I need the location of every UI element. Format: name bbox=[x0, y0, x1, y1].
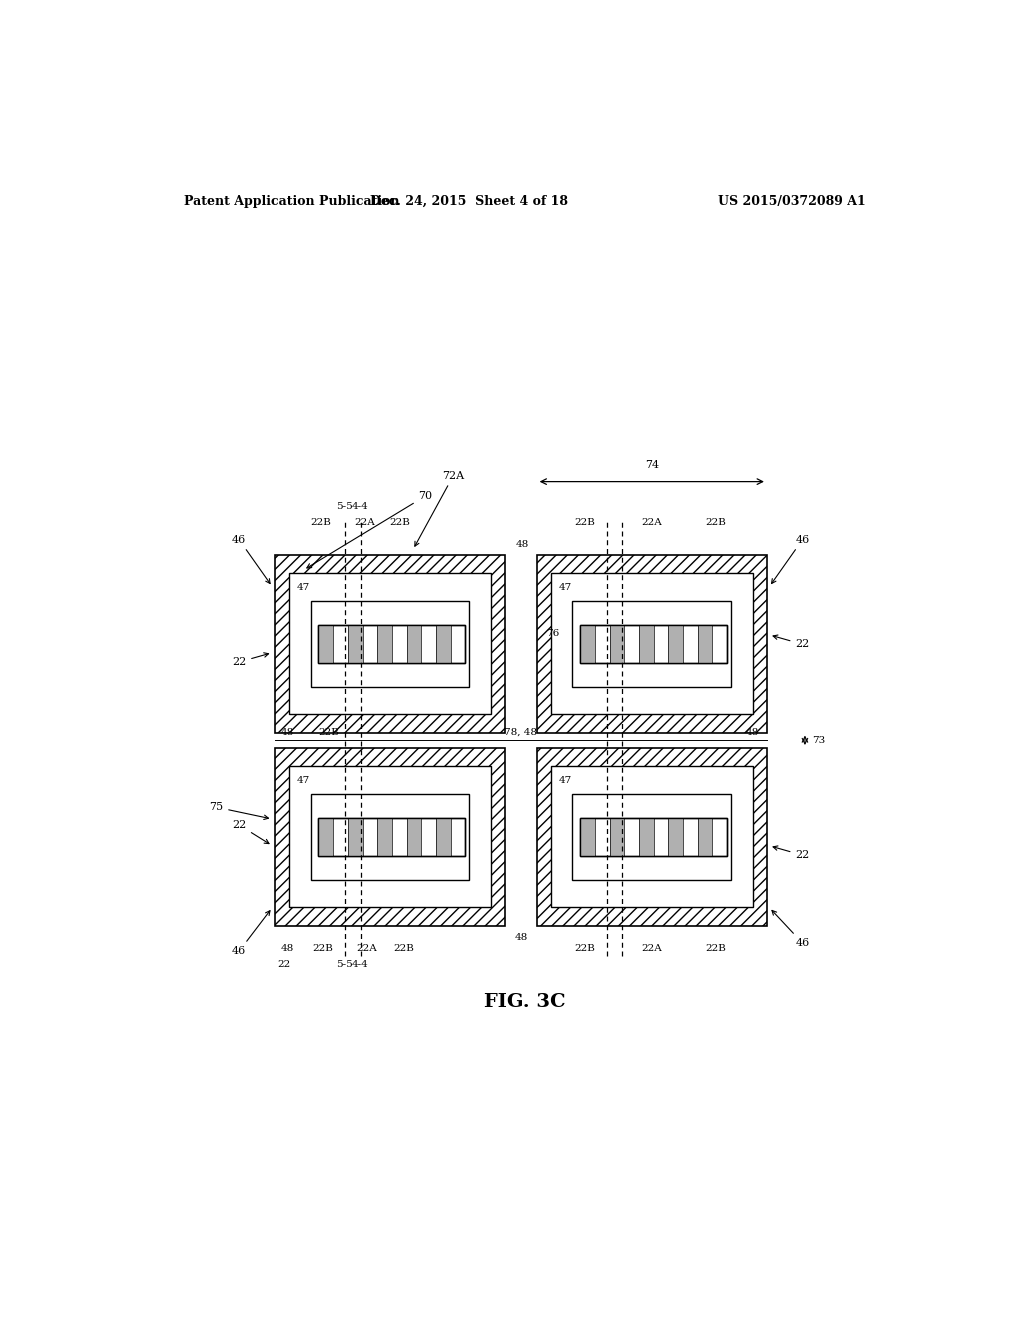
Text: 74: 74 bbox=[645, 461, 658, 470]
Text: 22A: 22A bbox=[354, 517, 375, 527]
Bar bbox=[537, 748, 767, 925]
Bar bbox=[551, 766, 753, 907]
Bar bbox=[669, 624, 683, 663]
Bar bbox=[318, 818, 465, 855]
Bar bbox=[581, 624, 595, 663]
Bar bbox=[669, 818, 683, 855]
Text: 5-5: 5-5 bbox=[336, 960, 353, 969]
Text: 70: 70 bbox=[307, 491, 433, 568]
Text: 22B: 22B bbox=[312, 944, 333, 953]
Text: 22: 22 bbox=[773, 635, 810, 649]
Text: 48: 48 bbox=[745, 727, 759, 737]
Text: 47: 47 bbox=[559, 776, 572, 785]
Bar bbox=[377, 624, 392, 663]
Bar bbox=[609, 818, 625, 855]
Bar bbox=[639, 818, 653, 855]
Bar bbox=[348, 818, 362, 855]
Text: 22A: 22A bbox=[641, 944, 663, 953]
Bar bbox=[310, 601, 469, 686]
Bar bbox=[581, 624, 727, 663]
Text: US 2015/0372089 A1: US 2015/0372089 A1 bbox=[718, 194, 866, 207]
Text: 22B: 22B bbox=[310, 517, 332, 527]
Bar bbox=[697, 624, 713, 663]
Text: 46: 46 bbox=[771, 535, 810, 583]
Bar bbox=[609, 624, 625, 663]
Text: 48: 48 bbox=[515, 540, 528, 549]
Bar bbox=[436, 818, 451, 855]
Text: 47: 47 bbox=[297, 583, 310, 593]
Bar bbox=[581, 818, 595, 855]
Text: 22B: 22B bbox=[390, 517, 411, 527]
Bar bbox=[348, 624, 362, 663]
Text: 5-5: 5-5 bbox=[336, 502, 353, 511]
Text: 76: 76 bbox=[546, 630, 559, 638]
Text: Dec. 24, 2015  Sheet 4 of 18: Dec. 24, 2015 Sheet 4 of 18 bbox=[371, 194, 568, 207]
Bar bbox=[274, 554, 505, 733]
Bar bbox=[639, 624, 653, 663]
Text: 22B: 22B bbox=[573, 944, 595, 953]
Text: 22B: 22B bbox=[318, 727, 339, 737]
Bar bbox=[407, 624, 421, 663]
Text: 22A: 22A bbox=[356, 944, 377, 953]
Text: 47: 47 bbox=[297, 776, 310, 785]
Text: 22B: 22B bbox=[705, 944, 726, 953]
Text: 46: 46 bbox=[232, 535, 270, 583]
Bar bbox=[537, 554, 767, 733]
Text: 22: 22 bbox=[773, 846, 810, 861]
Bar bbox=[318, 624, 465, 663]
Bar bbox=[572, 601, 731, 686]
Text: 20: 20 bbox=[316, 611, 330, 619]
Bar bbox=[318, 818, 333, 855]
Bar bbox=[436, 624, 451, 663]
Text: 22: 22 bbox=[232, 653, 268, 667]
Text: 46: 46 bbox=[772, 911, 810, 948]
Bar bbox=[572, 793, 731, 880]
Text: 73: 73 bbox=[813, 735, 825, 744]
Text: 22: 22 bbox=[278, 960, 291, 969]
Bar bbox=[551, 573, 753, 714]
Text: 48: 48 bbox=[282, 727, 295, 737]
Text: 22A: 22A bbox=[641, 517, 663, 527]
Text: 47: 47 bbox=[559, 583, 572, 593]
Text: 20: 20 bbox=[579, 804, 592, 813]
Text: 22B: 22B bbox=[705, 517, 726, 527]
Text: 78, 48: 78, 48 bbox=[505, 727, 538, 737]
Text: 4-4: 4-4 bbox=[352, 960, 369, 969]
Bar bbox=[407, 818, 421, 855]
Bar bbox=[377, 818, 392, 855]
Text: 22: 22 bbox=[232, 820, 269, 843]
Bar bbox=[289, 766, 490, 907]
Bar bbox=[274, 748, 505, 925]
Text: 22B: 22B bbox=[394, 944, 415, 953]
Text: FIG. 3C: FIG. 3C bbox=[484, 993, 565, 1011]
Bar bbox=[581, 818, 727, 855]
Bar bbox=[581, 818, 727, 855]
Bar bbox=[289, 573, 490, 714]
Bar bbox=[318, 624, 465, 663]
Text: 75: 75 bbox=[209, 803, 268, 820]
Text: 48: 48 bbox=[514, 933, 527, 942]
Bar bbox=[310, 793, 469, 880]
Bar bbox=[318, 624, 333, 663]
Text: Patent Application Publication: Patent Application Publication bbox=[183, 194, 399, 207]
Bar bbox=[697, 818, 713, 855]
Text: 46: 46 bbox=[232, 911, 270, 956]
Bar bbox=[318, 818, 465, 855]
Text: 48: 48 bbox=[282, 944, 295, 953]
Text: 4-4: 4-4 bbox=[352, 502, 369, 511]
Text: 22B: 22B bbox=[573, 517, 595, 527]
Text: 20: 20 bbox=[316, 804, 330, 813]
Bar bbox=[581, 624, 727, 663]
Text: 20: 20 bbox=[579, 611, 592, 619]
Text: 72A: 72A bbox=[415, 470, 465, 546]
